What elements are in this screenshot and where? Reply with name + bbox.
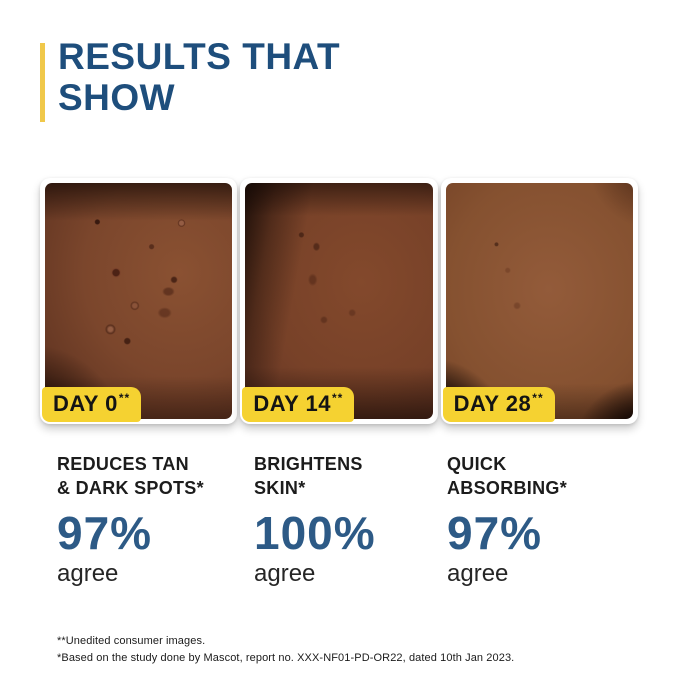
stat-percent: 100%: [254, 507, 376, 559]
title-accent-bar: [40, 43, 45, 122]
footnote-study-reference: *Based on the study done by Mascot, repo…: [57, 652, 515, 664]
skin-photo-day-28: [445, 183, 633, 419]
page-title-line1: RESULTS THAT: [58, 36, 341, 77]
day-14-badge: DAY 14**: [242, 387, 355, 422]
stat-heading: REDUCES TAN & DARK SPOTS*: [57, 452, 204, 500]
day-14-badge-asterisks: **: [331, 391, 344, 405]
day-14-badge-label: DAY 14: [253, 391, 331, 416]
stat-quick-absorbing: QUICK ABSORBING* 97% agree: [447, 452, 567, 588]
stat-heading: BRIGHTENS SKIN*: [254, 452, 376, 500]
stat-percent: 97%: [447, 507, 543, 559]
day-0-badge-label: DAY 0: [53, 391, 118, 416]
day-28-badge: DAY 28**: [442, 387, 555, 422]
skin-photo-day-14: [245, 183, 433, 419]
day-0-badge-asterisks: **: [118, 391, 131, 405]
photo-card-day-14: DAY 14**: [240, 178, 438, 424]
stat-heading-line2: ABSORBING*: [447, 478, 568, 498]
stat-heading-line2: & DARK SPOTS*: [57, 478, 204, 498]
stat-heading-line2: SKIN*: [254, 478, 306, 498]
before-after-photo-strip: DAY 0** DAY 14** DAY 28**: [40, 178, 638, 424]
stat-heading: QUICK ABSORBING*: [447, 452, 567, 500]
stat-heading-line1: BRIGHTENS: [254, 454, 363, 474]
page-title-line2: SHOW: [58, 77, 176, 118]
stat-heading-line1: QUICK: [447, 454, 507, 474]
stat-reduces-tan: REDUCES TAN & DARK SPOTS* 97% agree: [57, 452, 204, 588]
stat-percent: 97%: [57, 507, 153, 559]
day-28-badge-label: DAY 28: [453, 391, 532, 416]
stat-brightens-skin: BRIGHTENS SKIN* 100% agree: [254, 452, 376, 588]
photo-card-day-28: DAY 28**: [440, 178, 638, 424]
day-28-badge-asterisks: **: [532, 391, 544, 405]
day-0-badge: DAY 0**: [42, 387, 142, 422]
stat-caption: agree: [447, 560, 509, 587]
footnotes: **Unedited consumer images. *Based on th…: [57, 633, 514, 667]
stat-heading-line1: REDUCES TAN: [57, 454, 189, 474]
stat-caption: agree: [254, 560, 316, 587]
skin-photo-day-0: [45, 183, 233, 419]
photo-card-day-0: DAY 0**: [40, 178, 238, 424]
page-title: RESULTS THAT SHOW: [58, 36, 340, 118]
footnote-unedited-images: **Unedited consumer images.: [57, 635, 206, 647]
stat-caption: agree: [57, 560, 119, 587]
